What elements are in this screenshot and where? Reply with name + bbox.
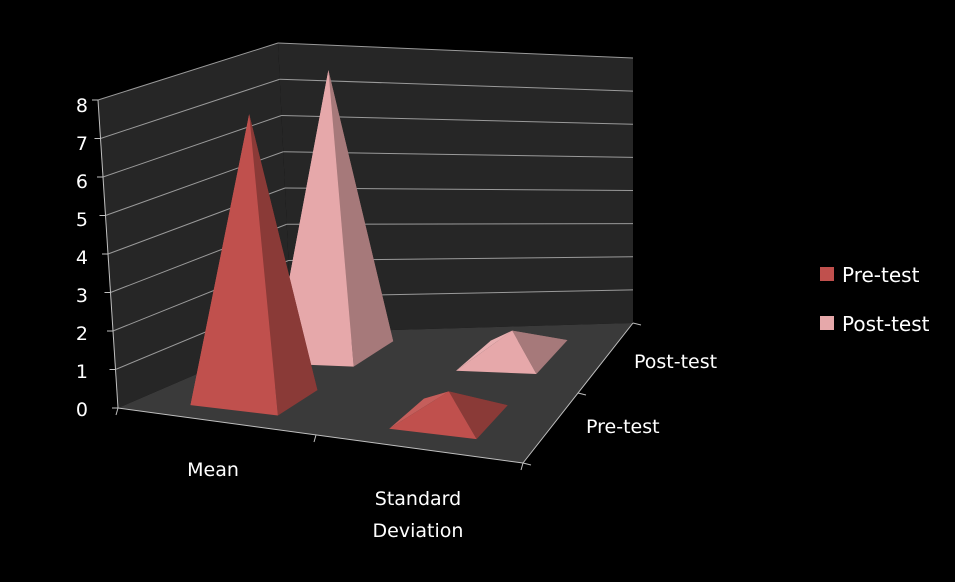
depth-label-pre-test: Pre-test xyxy=(586,416,660,438)
gridline-back xyxy=(277,42,634,59)
pyramid-post-test-1-front-face xyxy=(456,330,537,374)
pyramid-post-test-1-left-face xyxy=(456,330,513,371)
pyramid-marks xyxy=(190,70,568,440)
legend: Pre-test Post-test xyxy=(820,263,930,336)
depth-axis-tick xyxy=(577,392,587,396)
legend-swatch-pre-test xyxy=(820,267,834,281)
gridline-back xyxy=(279,78,634,92)
y-tick-label: 4 xyxy=(76,247,88,269)
pyramid-post-test-0-front-face xyxy=(273,70,354,367)
y-tick-labels: 0 1 2 3 4 5 6 7 8 xyxy=(76,95,88,421)
x-axis-tick xyxy=(313,434,317,443)
y-tick-label: 0 xyxy=(76,399,88,421)
pyramid-post-test-1-right-face xyxy=(512,330,568,374)
legend-swatch-post-test xyxy=(820,316,834,330)
gridline-left xyxy=(100,78,280,139)
legend-label-pre-test: Pre-test xyxy=(842,263,920,287)
gridline-back xyxy=(281,115,634,125)
depth-axis-tick xyxy=(632,322,642,326)
y-tick-label: 1 xyxy=(76,361,88,383)
x-axis-tick xyxy=(115,407,119,416)
pyramid-post-test-0 xyxy=(273,70,394,367)
y-tick-label: 3 xyxy=(76,285,88,307)
y-tick-label: 8 xyxy=(76,95,88,117)
depth-label-post-test: Post-test xyxy=(634,351,717,373)
depth-axis-tick xyxy=(522,462,532,466)
category-label-line: Deviation xyxy=(373,520,464,542)
legend-label-post-test: Post-test xyxy=(842,312,930,336)
pyramid-pre-test-1-left-face xyxy=(389,391,449,429)
category-label-line: Standard xyxy=(375,488,461,510)
x-axis-tick xyxy=(520,462,524,471)
pyramid-post-test-1 xyxy=(456,330,568,374)
gridline-left xyxy=(97,42,279,101)
y-tick-label: 7 xyxy=(76,133,88,155)
pyramid-pre-test-0-right-face xyxy=(249,114,318,416)
category-label-standard-deviation: Standard Deviation xyxy=(373,488,464,542)
pyramid-pre-test-0 xyxy=(190,114,318,416)
y-tick-label: 6 xyxy=(76,171,88,193)
pyramid-post-test-0-right-face xyxy=(328,70,394,367)
y-tick-label: 2 xyxy=(76,323,88,345)
pyramid-pre-test-1 xyxy=(389,391,508,440)
category-label-mean: Mean xyxy=(187,459,239,481)
x-axis-line xyxy=(117,407,524,464)
pyramid-pre-test-1-right-face xyxy=(448,391,508,440)
y-tick-label: 5 xyxy=(76,209,88,231)
axes xyxy=(92,99,642,471)
pyramid-pre-test-0-front-face xyxy=(190,114,278,416)
pyramid-pre-test-1-front-face xyxy=(389,391,477,440)
